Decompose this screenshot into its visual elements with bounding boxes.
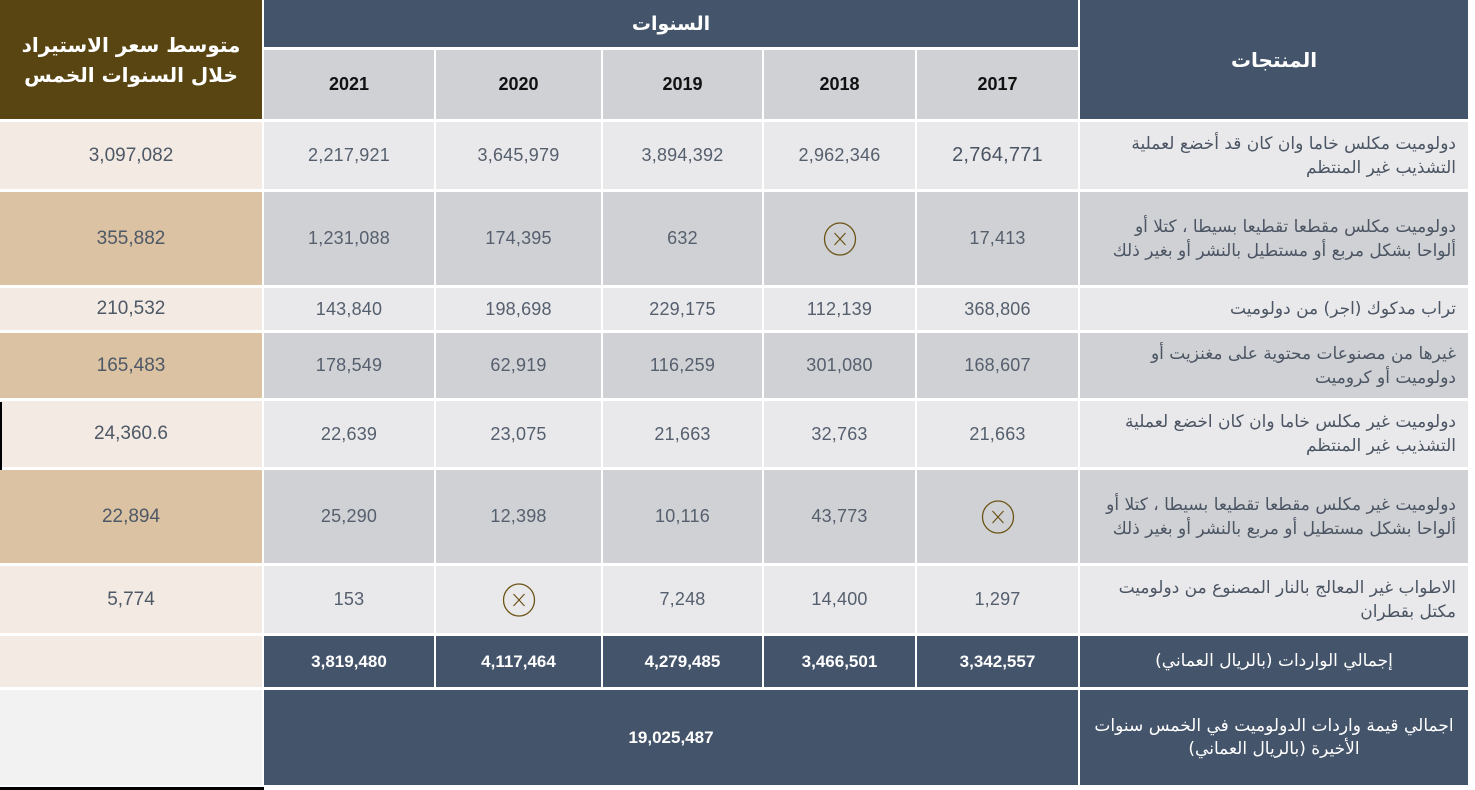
product-name: دولوميت مكلس مقطعا تقطيعا بسيطا ، كتلا أ… <box>1112 216 1456 261</box>
average-cell: 22,894 <box>0 470 264 566</box>
value-cell-2020: 23,075 <box>436 401 603 470</box>
value-cell-2019: 21,663 <box>603 401 764 470</box>
value-cell-2018: 14,400 <box>764 566 917 636</box>
value-cell-2018: 301,080 <box>764 333 917 401</box>
year-header-2017: 2017 <box>917 50 1080 122</box>
value-cell-2020: 174,395 <box>436 192 603 288</box>
value-cell-2017: 168,607 <box>917 333 1080 401</box>
value-cell-2017: 1,297 <box>917 566 1080 636</box>
product-name-cell: دولوميت مكلس خاما وان كان قد أخضع لعملية… <box>1080 122 1470 192</box>
products-column-header: المنتجات <box>1080 0 1470 122</box>
grand-total-empty-cell <box>0 690 264 788</box>
value-cell-2021: 153 <box>264 566 436 636</box>
value-cell-2017: 17,413 <box>917 192 1080 288</box>
year-header-2020: 2020 <box>436 50 603 122</box>
average-cell: 165,483 <box>0 333 264 401</box>
average-cell: 5,774 <box>0 566 264 636</box>
total-value-2018: 3,466,501 <box>764 636 917 690</box>
product-name: الاطواب غير المعالج بالنار المصنوع من دو… <box>1118 577 1456 622</box>
value-cell-2020: 3,645,979 <box>436 122 603 192</box>
value-cell-2019: 116,259 <box>603 333 764 401</box>
totals-label: إجمالي الواردات (بالريال العماني) <box>1080 636 1470 690</box>
product-name-cell: تراب مدكوك (اجر) من دولوميت <box>1080 288 1470 333</box>
product-name: دولوميت غير مكلس خاما وان كان اخضع لعملي… <box>1125 412 1456 456</box>
product-name: غيرها من مصنوعات محتوية على مغنزيت أو دو… <box>1150 343 1456 388</box>
missing-value-cell <box>917 470 1080 566</box>
value-cell-2017: 368,806 <box>917 288 1080 333</box>
value-cell-2021: 2,217,921 <box>264 122 436 192</box>
grand-total-label: اجمالي قيمة واردات الدولوميت في الخمس سن… <box>1080 690 1470 788</box>
value-cell-2018: 2,962,346 <box>764 122 917 192</box>
value-cell-2019: 3,894,392 <box>603 122 764 192</box>
value-cell-2018: 32,763 <box>764 401 917 470</box>
value-cell-2020: 12,398 <box>436 470 603 566</box>
value-cell-2021: 143,840 <box>264 288 436 333</box>
value-cell-2017: 21,663 <box>917 401 1080 470</box>
circled-x-icon <box>823 221 856 256</box>
product-name-cell: غيرها من مصنوعات محتوية على مغنزيت أو دو… <box>1080 333 1470 401</box>
average-cell: 210,532 <box>0 288 264 333</box>
product-name-cell: دولوميت غير مكلس مقطعا تقطيعا بسيطا ، كت… <box>1080 470 1470 566</box>
value-cell-2021: 25,290 <box>264 470 436 566</box>
product-name: تراب مدكوك (اجر) من دولوميت <box>1230 299 1456 319</box>
value-cell-2021: 22,639 <box>264 401 436 470</box>
average-cell: 3,097,082 <box>0 122 264 192</box>
circled-x-icon <box>502 582 535 617</box>
value-cell-2019: 229,175 <box>603 288 764 333</box>
value-cell-2017: 2,764,771 <box>917 122 1080 192</box>
average-cell: 355,882 <box>0 192 264 288</box>
average-cell: 24,360.6 <box>0 401 264 470</box>
year-header-2021: 2021 <box>264 50 436 122</box>
total-value-2019: 4,279,485 <box>603 636 764 690</box>
bottom-edge-mark <box>0 787 264 790</box>
product-name: دولوميت غير مكلس مقطعا تقطيعا بسيطا ، كت… <box>1106 494 1456 539</box>
value-cell-2021: 1,231,088 <box>264 192 436 288</box>
value-cell-2018: 112,139 <box>764 288 917 333</box>
missing-value-cell <box>436 566 603 636</box>
value-cell-2019: 10,116 <box>603 470 764 566</box>
average-column-header: متوسط سعر الاستيراد خلال السنوات الخمس <box>0 0 264 122</box>
value-cell-2020: 62,919 <box>436 333 603 401</box>
product-name-cell: الاطواب غير المعالج بالنار المصنوع من دو… <box>1080 566 1470 636</box>
year-header-2018: 2018 <box>764 50 917 122</box>
total-value-2021: 3,819,480 <box>264 636 436 690</box>
value-cell-2019: 632 <box>603 192 764 288</box>
total-value-2020: 4,117,464 <box>436 636 603 690</box>
year-header-2019: 2019 <box>603 50 764 122</box>
circled-x-icon <box>981 499 1014 534</box>
value-cell-2019: 7,248 <box>603 566 764 636</box>
left-edge-mark <box>0 402 2 470</box>
product-name-cell: دولوميت غير مكلس خاما وان كان اخضع لعملي… <box>1080 401 1470 470</box>
value-cell-2018: 43,773 <box>764 470 917 566</box>
product-name: دولوميت مكلس خاما وان كان قد أخضع لعملية… <box>1131 133 1456 178</box>
value-cell-2021: 178,549 <box>264 333 436 401</box>
product-name-cell: دولوميت مكلس مقطعا تقطيعا بسيطا ، كتلا أ… <box>1080 192 1470 288</box>
grand-total-value: 19,025,487 <box>264 690 1080 788</box>
missing-value-cell <box>764 192 917 288</box>
years-group-header: السنوات <box>264 0 1080 50</box>
value-cell-2020: 198,698 <box>436 288 603 333</box>
totals-average-empty-cell <box>0 636 264 690</box>
total-value-2017: 3,342,557 <box>917 636 1080 690</box>
